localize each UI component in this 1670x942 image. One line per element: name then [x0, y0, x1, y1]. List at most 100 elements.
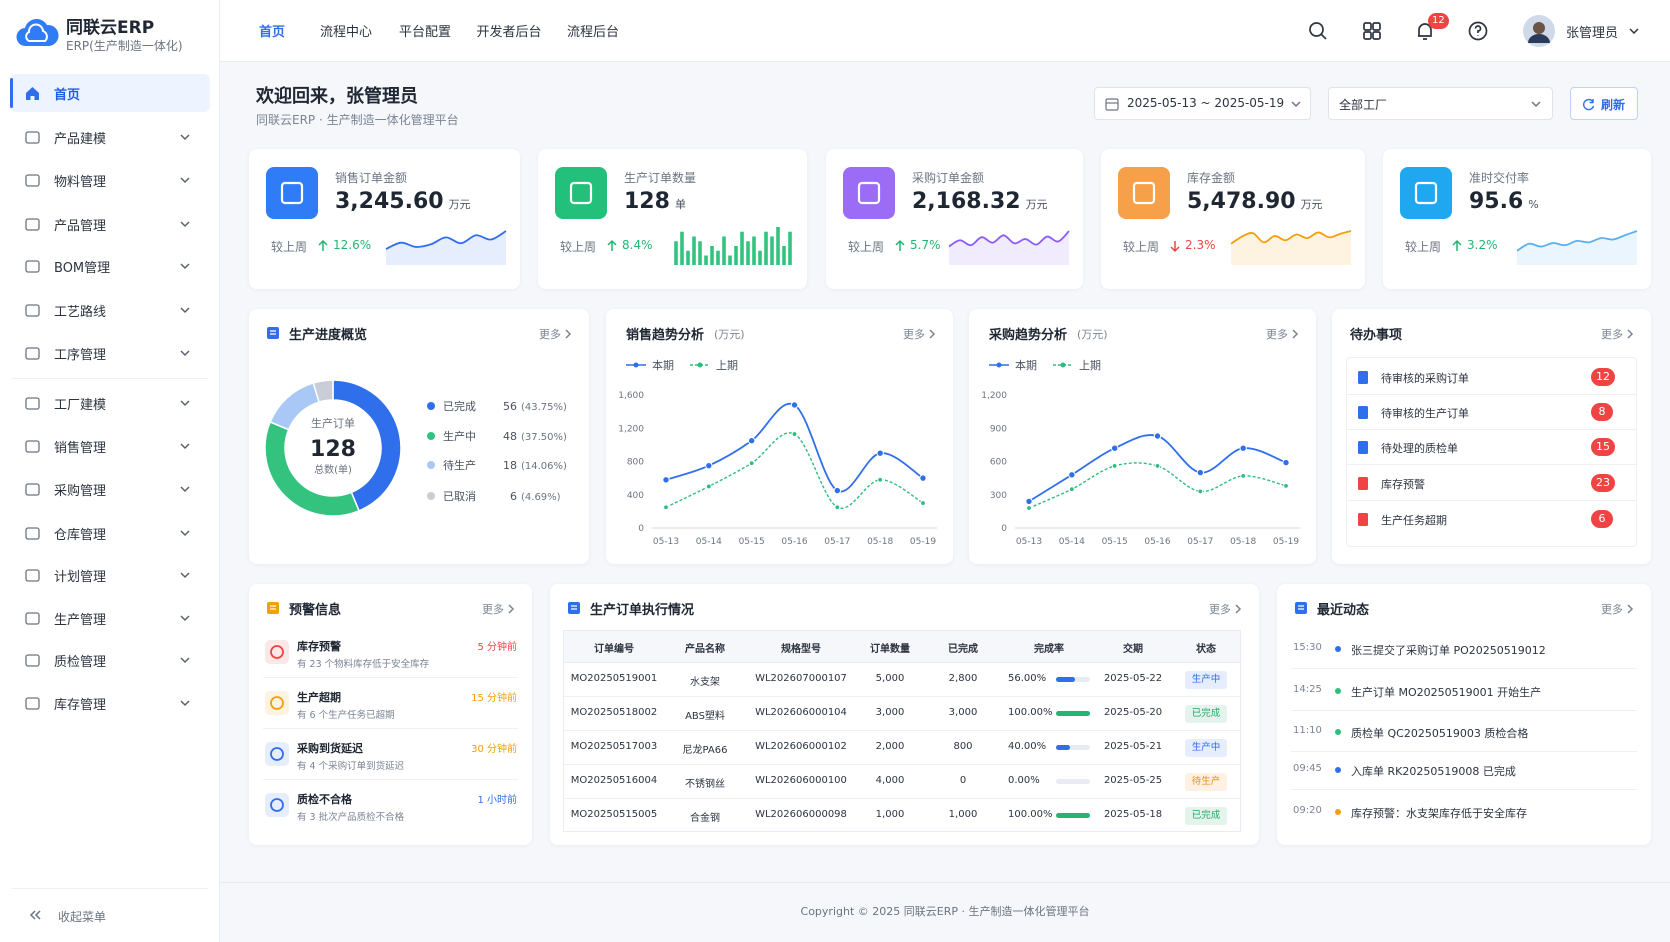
trend-arrow: [607, 239, 617, 251]
table-row[interactable]: MO20250518002 ABS塑料 WL202606000104 3,000 3,0…: [564, 697, 1240, 731]
menu-item[interactable]: 工序管理: [10, 334, 210, 372]
nav-item[interactable]: 平台配置: [398, 25, 452, 40]
trend-arrow-path: [607, 239, 617, 251]
bell-icon[interactable]: [1415, 21, 1435, 41]
refresh-button[interactable]: 刷新: [1570, 87, 1638, 120]
nav-item[interactable]: 开发者后台: [476, 25, 542, 40]
more-link[interactable]: 更多: [1601, 328, 1623, 341]
menu-label: 物料管理: [54, 175, 107, 190]
menu-item[interactable]: 销售管理: [10, 427, 210, 465]
nav-item[interactable]: 首页: [258, 25, 286, 40]
menu-item[interactable]: 产品管理: [10, 205, 210, 243]
activity-item[interactable]: 15:30 张三提交了采购订单 PO20250519012: [1291, 629, 1637, 669]
legend-label: 上期: [716, 359, 738, 372]
date-range-picker[interactable]: 2025-05-13 ~ 2025-05-19: [1094, 87, 1311, 120]
table-cell: 2025-05-20: [1103, 707, 1163, 718]
table-row[interactable]: MO20250516004 不锈钢丝 WL202606000100 4,000 0 0.0…: [564, 765, 1240, 799]
more-link[interactable]: 更多: [1601, 603, 1623, 616]
help-icon[interactable]: [1468, 21, 1488, 41]
user-name[interactable]: 张管理员: [1566, 26, 1619, 41]
spark-bar: [740, 231, 744, 265]
more-link[interactable]: 更多: [1209, 603, 1231, 616]
search-icon[interactable]: [1308, 21, 1328, 41]
todo-item[interactable]: 库存预警 23: [1347, 466, 1636, 501]
chevron-icon: [180, 657, 190, 664]
alert-item[interactable]: 采购到货延迟有 4 个采购订单到货延迟 30 分钟前: [263, 730, 518, 780]
y-tick-label: 0: [638, 524, 644, 534]
menu-icon-box: [25, 697, 40, 710]
table-row[interactable]: MO20250519001 水支架 WL202607000107 5,000 2,800…: [564, 663, 1240, 697]
todo-text: 待处理的质检单: [1381, 442, 1458, 455]
line-chart: 本期 上期 0 400 800 1,200 1,600 05-13 05-14 05-15 05-1…: [618, 358, 937, 547]
rate-text: 0.00%: [1008, 775, 1040, 786]
kpi-unit: 万元: [1025, 198, 1048, 211]
x-tick-label: 05-19: [1273, 537, 1299, 547]
spark-line: [1230, 230, 1352, 245]
todo-icon-shape: [1358, 477, 1368, 490]
activity-dot: [1335, 646, 1341, 652]
more-link[interactable]: 更多: [482, 603, 504, 616]
factory-select[interactable]: 全部工厂: [1328, 87, 1553, 120]
alert-item[interactable]: 生产超期有 6 个生产任务已超期 15 分钟前: [263, 679, 518, 729]
kpi-icon-bg: [843, 167, 895, 219]
series-point: [920, 500, 926, 506]
activity-item[interactable]: 09:20 库存预警：水支架库存低于安全库存: [1291, 792, 1637, 832]
menu-item[interactable]: 生产管理: [10, 599, 210, 637]
todo-text: 库存预警: [1381, 478, 1425, 491]
activity-item[interactable]: 14:25 生产订单 MO20250519001 开始生产: [1291, 671, 1637, 711]
apps-icon[interactable]: [1362, 21, 1382, 41]
spark-bar: [752, 236, 756, 265]
kpi-icon-glyph: [569, 181, 593, 205]
menu-item[interactable]: 首页: [10, 74, 210, 112]
alert-item[interactable]: 库存预警有 23 个物料库存低于安全库存 5 分钟前: [263, 628, 518, 678]
nav-item[interactable]: 流程后台: [566, 25, 620, 40]
menu-item[interactable]: 库存管理: [10, 684, 210, 722]
table-row[interactable]: MO20250515005 合金钢 WL202606000098 1,000 1,000…: [564, 799, 1240, 833]
todo-item[interactable]: 生产任务超期 6: [1347, 502, 1636, 537]
legend-name: 已取消: [443, 489, 476, 503]
series-point: [791, 431, 798, 437]
menu-item[interactable]: 采购管理: [10, 470, 210, 508]
collapse-menu[interactable]: 收起菜单: [26, 906, 146, 926]
legend-pct: (4.69%): [521, 492, 561, 503]
menu-icon: [25, 347, 40, 360]
spark-bar: [680, 231, 684, 265]
menu-item[interactable]: 计划管理: [10, 556, 210, 594]
menu-label: 生产管理: [54, 613, 107, 628]
avatar-body: [1528, 34, 1550, 43]
todo-item[interactable]: 待处理的质检单 15: [1347, 430, 1636, 465]
menu-item[interactable]: 工厂建模: [10, 384, 210, 422]
table-row[interactable]: MO20250517003 尼龙PA66 WL202606000102 2,000 80…: [564, 731, 1240, 765]
more-link[interactable]: 更多: [903, 328, 925, 341]
chevron-icon: [180, 177, 190, 184]
table-cell: WL202606000102: [755, 741, 847, 752]
todo-item[interactable]: 待审核的采购订单 12: [1347, 360, 1636, 395]
activity-item[interactable]: 09:45 入库单 RK20250519008 已完成: [1291, 750, 1637, 790]
spark-bar: [788, 231, 792, 265]
nav-item[interactable]: 流程中心: [319, 25, 373, 40]
panel-icon: [1295, 602, 1307, 614]
kpi-compare: 较上周: [848, 240, 885, 254]
column-header: 完成率: [1034, 644, 1064, 655]
column-header: 订单数量: [870, 644, 910, 655]
menu-item[interactable]: 质检管理: [10, 641, 210, 679]
menu-item[interactable]: 产品建模: [10, 118, 210, 156]
alert-item[interactable]: 质检不合格有 3 批次产品质检不合格 1 小时前: [263, 781, 518, 831]
activity-time: 09:45: [1293, 763, 1322, 774]
chevron-icon: [180, 307, 190, 314]
menu-item[interactable]: 工艺路线: [10, 291, 210, 329]
menu-item[interactable]: 仓库管理: [10, 514, 210, 552]
more-link[interactable]: 更多: [1266, 328, 1288, 341]
menu-item[interactable]: BOM管理: [10, 247, 210, 285]
menu-item[interactable]: 物料管理: [10, 161, 210, 199]
panel-icon: [627, 330, 633, 335]
y-tick-label: 1,200: [981, 391, 1007, 401]
alert-icon-dot: [270, 747, 284, 761]
todo-item[interactable]: 待审核的生产订单 8: [1347, 395, 1636, 430]
alert-icon-dot: [270, 696, 284, 710]
activity-panel: 最近动态 更多 15:30 张三提交了采购订单 PO20250519012 14:25 生…: [1277, 584, 1651, 845]
more-link[interactable]: 更多: [539, 328, 561, 341]
kpi-icon-bg: [266, 167, 318, 219]
activity-item[interactable]: 11:10 质检单 QC20250519003 质检合格: [1291, 712, 1637, 752]
kpi-icon-glyph: [1132, 181, 1156, 205]
